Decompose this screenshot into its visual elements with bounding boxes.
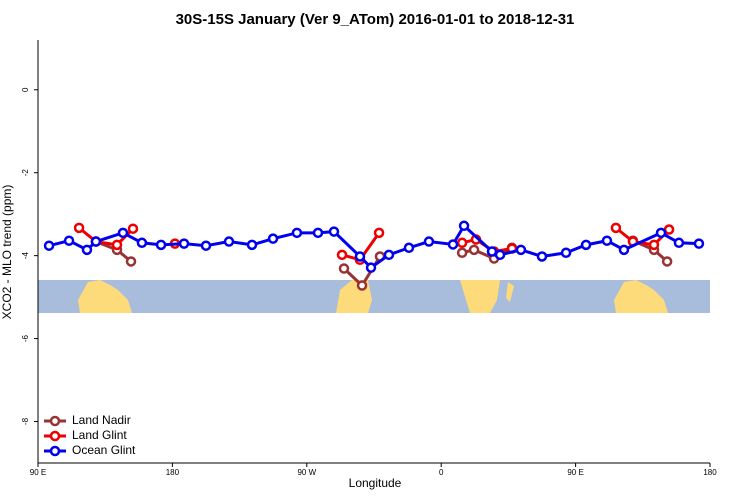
point (560, 247, 572, 258)
point (468, 244, 480, 256)
point (246, 239, 258, 251)
point (338, 263, 350, 274)
y-tick-label: -2 (21, 169, 30, 177)
y-axis-label: XCO2 - MLO trend (ppm) (0, 185, 14, 320)
point (117, 227, 129, 239)
point (354, 251, 366, 262)
x-tick-label: 90 E (567, 468, 583, 477)
legend-label: Land Glint (72, 428, 127, 442)
legend-marker (49, 430, 61, 442)
point (655, 227, 667, 239)
point (127, 223, 139, 234)
point (291, 227, 303, 239)
map-band (38, 280, 710, 313)
point (486, 246, 498, 257)
point (458, 220, 470, 232)
point (494, 249, 506, 261)
point (601, 235, 613, 246)
y-tick-label: 0 (21, 87, 30, 92)
point (223, 236, 235, 247)
point (63, 235, 75, 246)
point (383, 249, 395, 261)
point (610, 222, 622, 234)
point (456, 237, 468, 249)
y-tick-label: -6 (21, 334, 30, 342)
point (178, 238, 190, 249)
point (693, 238, 705, 249)
point (125, 256, 137, 267)
legend-label: Ocean Glint (72, 443, 136, 457)
point (365, 262, 377, 273)
x-tick-label: 90 E (30, 468, 46, 477)
point (447, 239, 459, 250)
point (155, 239, 167, 251)
point (200, 240, 212, 251)
point (661, 256, 673, 267)
point (663, 224, 675, 235)
point (90, 236, 102, 247)
x-tick-label: 90 W (297, 468, 316, 477)
point (43, 240, 55, 251)
point (136, 237, 148, 249)
y-tick-label: -4 (21, 252, 30, 260)
legend-marker (49, 445, 61, 457)
point (328, 226, 340, 237)
x-axis-label: Longitude (349, 476, 402, 490)
point (267, 233, 279, 244)
point (73, 222, 85, 234)
point (403, 242, 415, 254)
point (423, 236, 435, 247)
point (515, 244, 527, 256)
chart-title: 30S-15S January (Ver 9_ATom) 2016-01-01 … (176, 11, 575, 28)
point (456, 247, 468, 258)
point (648, 239, 660, 251)
point (618, 244, 630, 256)
point (336, 249, 348, 261)
legend-label: Land Nadir (72, 413, 131, 427)
x-tick-label: 0 (439, 468, 444, 477)
point (312, 227, 324, 239)
point (81, 244, 93, 256)
point (111, 239, 123, 251)
legend-marker (49, 415, 61, 427)
x-tick-label: 180 (166, 468, 180, 477)
point (536, 251, 548, 262)
x-tick-label: 180 (703, 468, 717, 477)
point (580, 239, 592, 251)
point (356, 280, 368, 291)
point (673, 237, 685, 249)
y-tick-label: -8 (21, 417, 30, 425)
point (373, 227, 385, 239)
